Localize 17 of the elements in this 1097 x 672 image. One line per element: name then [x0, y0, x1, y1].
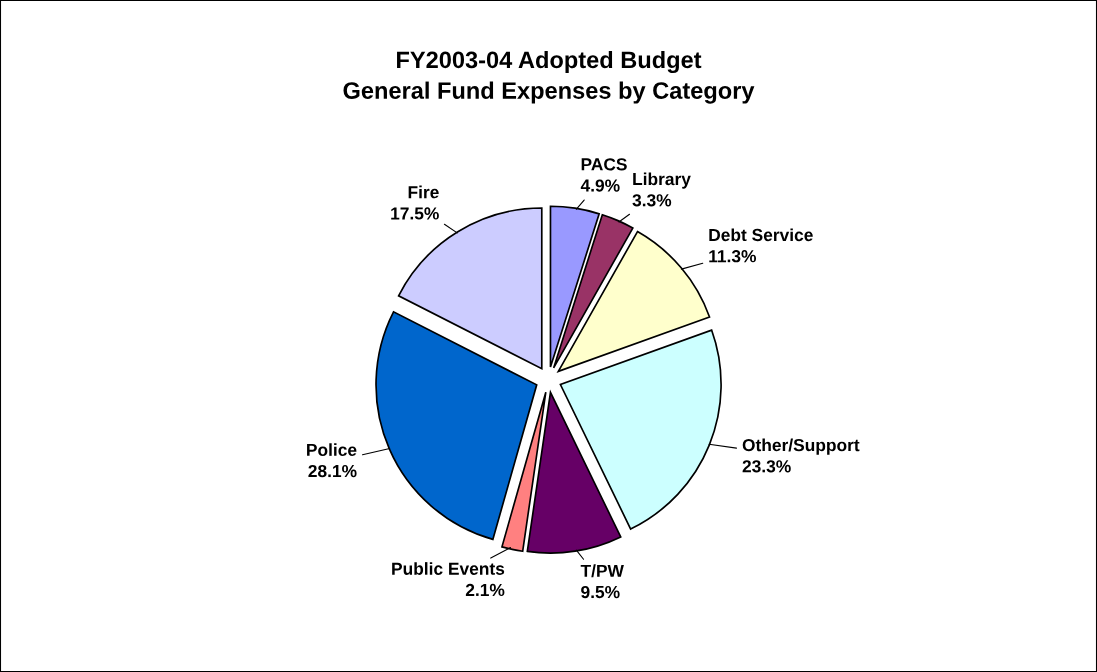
data-label: 4.9%	[580, 179, 620, 192]
slice-label: Debt Service	[709, 228, 813, 242]
slice-label: Public Events	[392, 562, 505, 575]
data-label: 3.3%	[632, 194, 672, 207]
chart-title: FY2003-04 Adopted Budget General Fund Expenses by Category	[343, 50, 755, 104]
slice-label: Police	[307, 443, 357, 457]
slice-label: PACS	[581, 158, 627, 171]
slice-label: T/PW	[580, 564, 624, 578]
data-label: 28.1%	[308, 464, 357, 478]
data-label: 23.3%	[742, 460, 791, 473]
slice-label: Fire	[408, 185, 439, 199]
data-label: 17.5%	[391, 207, 439, 220]
slice-label: Other/Support	[742, 438, 860, 455]
slice-label: Library	[633, 172, 691, 189]
data-label: 9.5%	[581, 585, 620, 599]
data-label: 2.1%	[465, 583, 505, 597]
data-label: 11.3%	[709, 250, 757, 263]
